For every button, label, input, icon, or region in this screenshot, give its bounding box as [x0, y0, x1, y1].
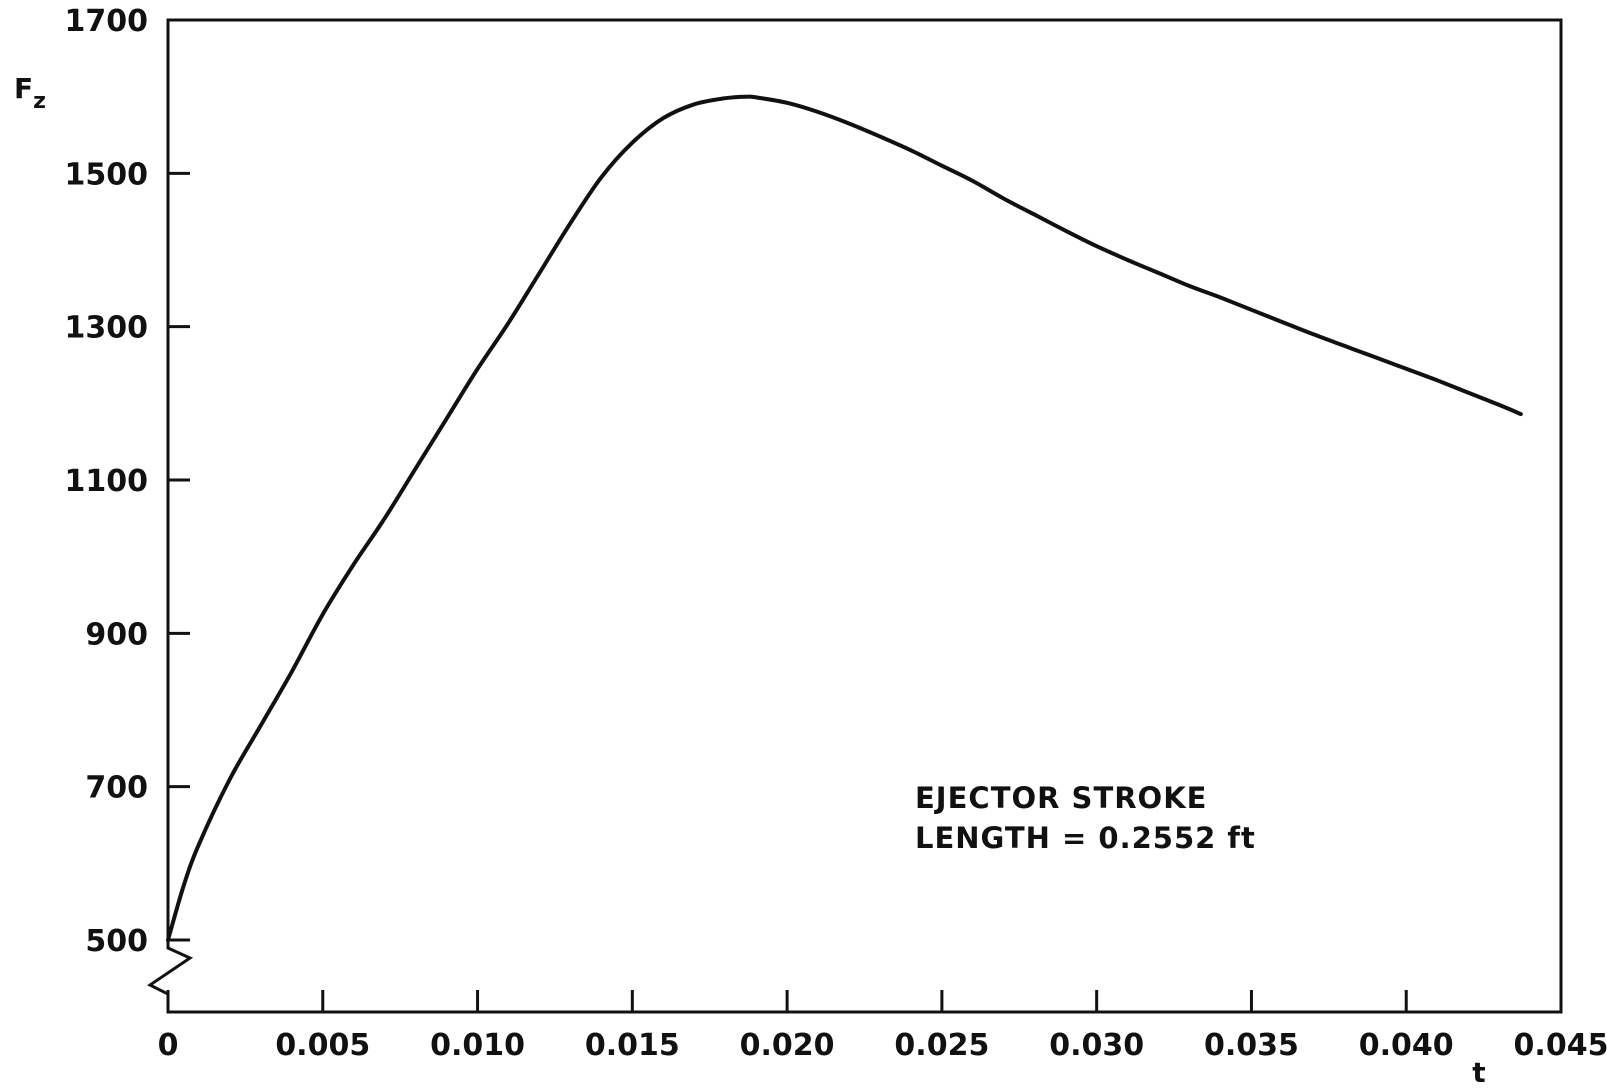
y-axis-title: Fz [14, 72, 46, 114]
series-line [166, 94, 1523, 942]
y-ticks: 500 700 900 1100 1300 1500 1700 [65, 4, 190, 959]
y-tick-label: 1100 [65, 464, 149, 499]
y-tick-label: 500 [85, 924, 148, 959]
y-tick-label: 1700 [65, 4, 149, 39]
y-tick-label: 1500 [65, 157, 149, 192]
x-tick-label: 0.010 [430, 1028, 525, 1063]
y-tick-label: 900 [85, 617, 148, 652]
x-tick-label: 0.045 [1514, 1028, 1607, 1063]
x-tick-label: 0.035 [1204, 1028, 1299, 1063]
x-tick-label: 0.020 [740, 1028, 835, 1063]
x-ticks: 0 0.005 0.010 0.015 0.020 0.025 0.030 0.035 0.04… [158, 990, 1607, 1063]
x-tick-label: 0.005 [275, 1028, 370, 1063]
x-axis-title: t [1472, 1056, 1485, 1089]
x-tick-label: 0.015 [585, 1028, 680, 1063]
y-tick-label: 1300 [65, 311, 149, 346]
plot-frame [166, 18, 1563, 1014]
x-tick-label: 0.025 [894, 1028, 989, 1063]
axis-break-zigzag [147, 940, 194, 1012]
y-tick-label: 700 [85, 771, 148, 806]
x-tick-label: 0 [158, 1028, 179, 1063]
axis-break-gap [160, 940, 176, 990]
annotation-line-2: LENGTH = 0.2552 ft [915, 821, 1256, 855]
series-layer [166, 94, 1523, 942]
y-axis-title-subscript: z [33, 89, 46, 114]
x-tick-label: 0.030 [1049, 1028, 1144, 1063]
x-tick-label: 0.040 [1359, 1028, 1454, 1063]
annotation-line-1: EJECTOR STROKE [915, 781, 1208, 815]
